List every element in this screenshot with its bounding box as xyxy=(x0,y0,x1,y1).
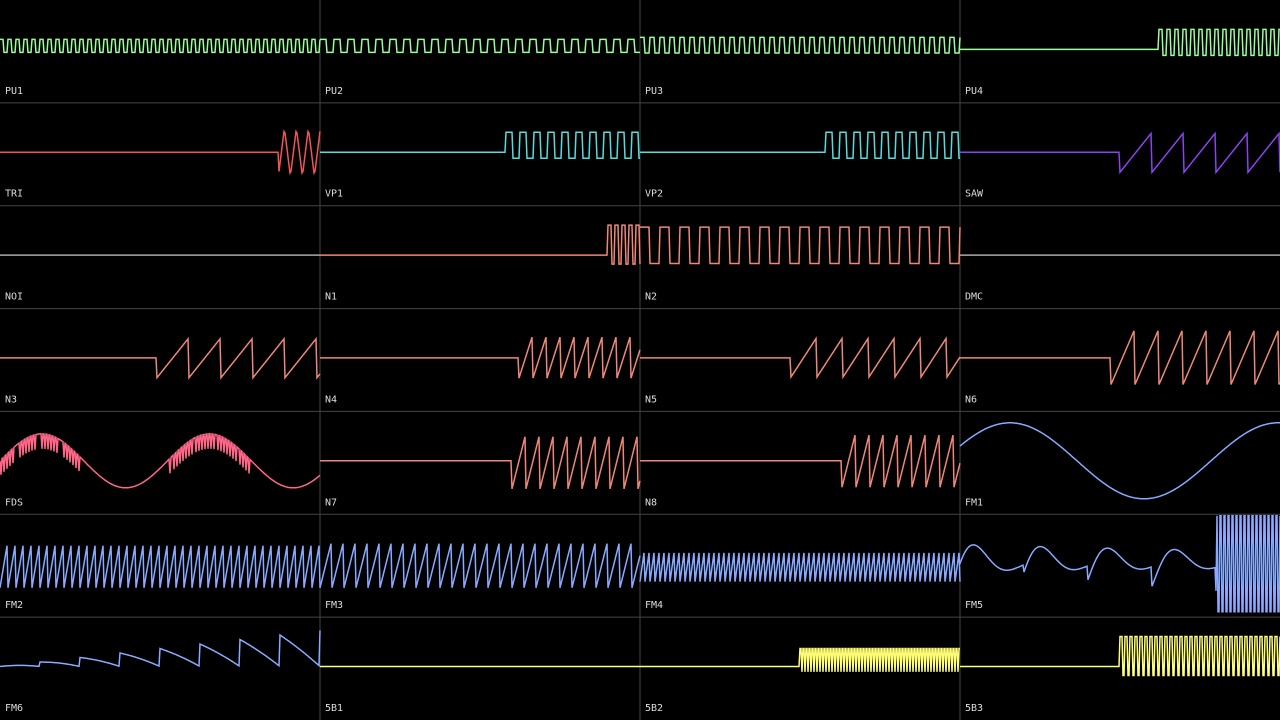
channel-label: FM6 xyxy=(5,703,23,714)
channel-label: 5B1 xyxy=(325,703,343,714)
waveform xyxy=(640,131,960,159)
channel-label: N3 xyxy=(5,394,17,405)
channel-label: PU3 xyxy=(645,86,663,97)
waveform xyxy=(0,336,321,380)
channel-label: N7 xyxy=(325,497,337,508)
channel-label: FM2 xyxy=(5,600,23,611)
waveform xyxy=(640,435,961,488)
waveform xyxy=(639,552,961,582)
channel-label: VP2 xyxy=(645,189,663,200)
waveform xyxy=(0,545,321,588)
waveform xyxy=(320,38,640,54)
waveform xyxy=(640,336,961,380)
channel-label: N2 xyxy=(645,292,657,303)
channel-label: FM5 xyxy=(965,600,983,611)
channel-label: 5B3 xyxy=(965,703,983,714)
waveform xyxy=(320,224,641,265)
waveform xyxy=(960,330,1280,385)
channel-label: PU2 xyxy=(325,86,343,97)
channel-label: 5B2 xyxy=(645,703,663,714)
waveform xyxy=(320,436,641,489)
channel-label: FM3 xyxy=(325,600,343,611)
waveform xyxy=(640,36,961,54)
channel-label: FDS xyxy=(5,497,23,508)
waveform xyxy=(640,226,961,265)
waveform xyxy=(319,543,641,588)
waveform xyxy=(960,635,1280,677)
channel-label: N5 xyxy=(645,394,657,405)
channel-label: VP1 xyxy=(325,189,343,200)
waveform xyxy=(640,647,960,672)
channel-label: SAW xyxy=(965,189,984,200)
waveform xyxy=(320,131,640,159)
channel-label: FM4 xyxy=(645,600,663,611)
channel-label: N6 xyxy=(965,394,977,405)
channel-label: PU4 xyxy=(965,86,983,97)
waveform xyxy=(0,630,321,668)
channel-label: TRI xyxy=(5,189,23,200)
waveform xyxy=(0,432,321,489)
waveform xyxy=(0,38,321,54)
waveform xyxy=(0,129,321,176)
channel-label: N4 xyxy=(325,394,337,405)
channel-label: NOI xyxy=(5,292,23,303)
channel-label: N8 xyxy=(645,497,657,508)
waveform xyxy=(960,28,1280,57)
waveform xyxy=(959,422,1280,500)
waveform xyxy=(320,336,641,379)
waveform xyxy=(959,514,1280,613)
channel-label: PU1 xyxy=(5,86,23,97)
channel-label: FM1 xyxy=(965,497,983,508)
waveform xyxy=(960,131,1280,175)
channel-label: DMC xyxy=(965,292,983,303)
channel-label: N1 xyxy=(325,292,337,303)
